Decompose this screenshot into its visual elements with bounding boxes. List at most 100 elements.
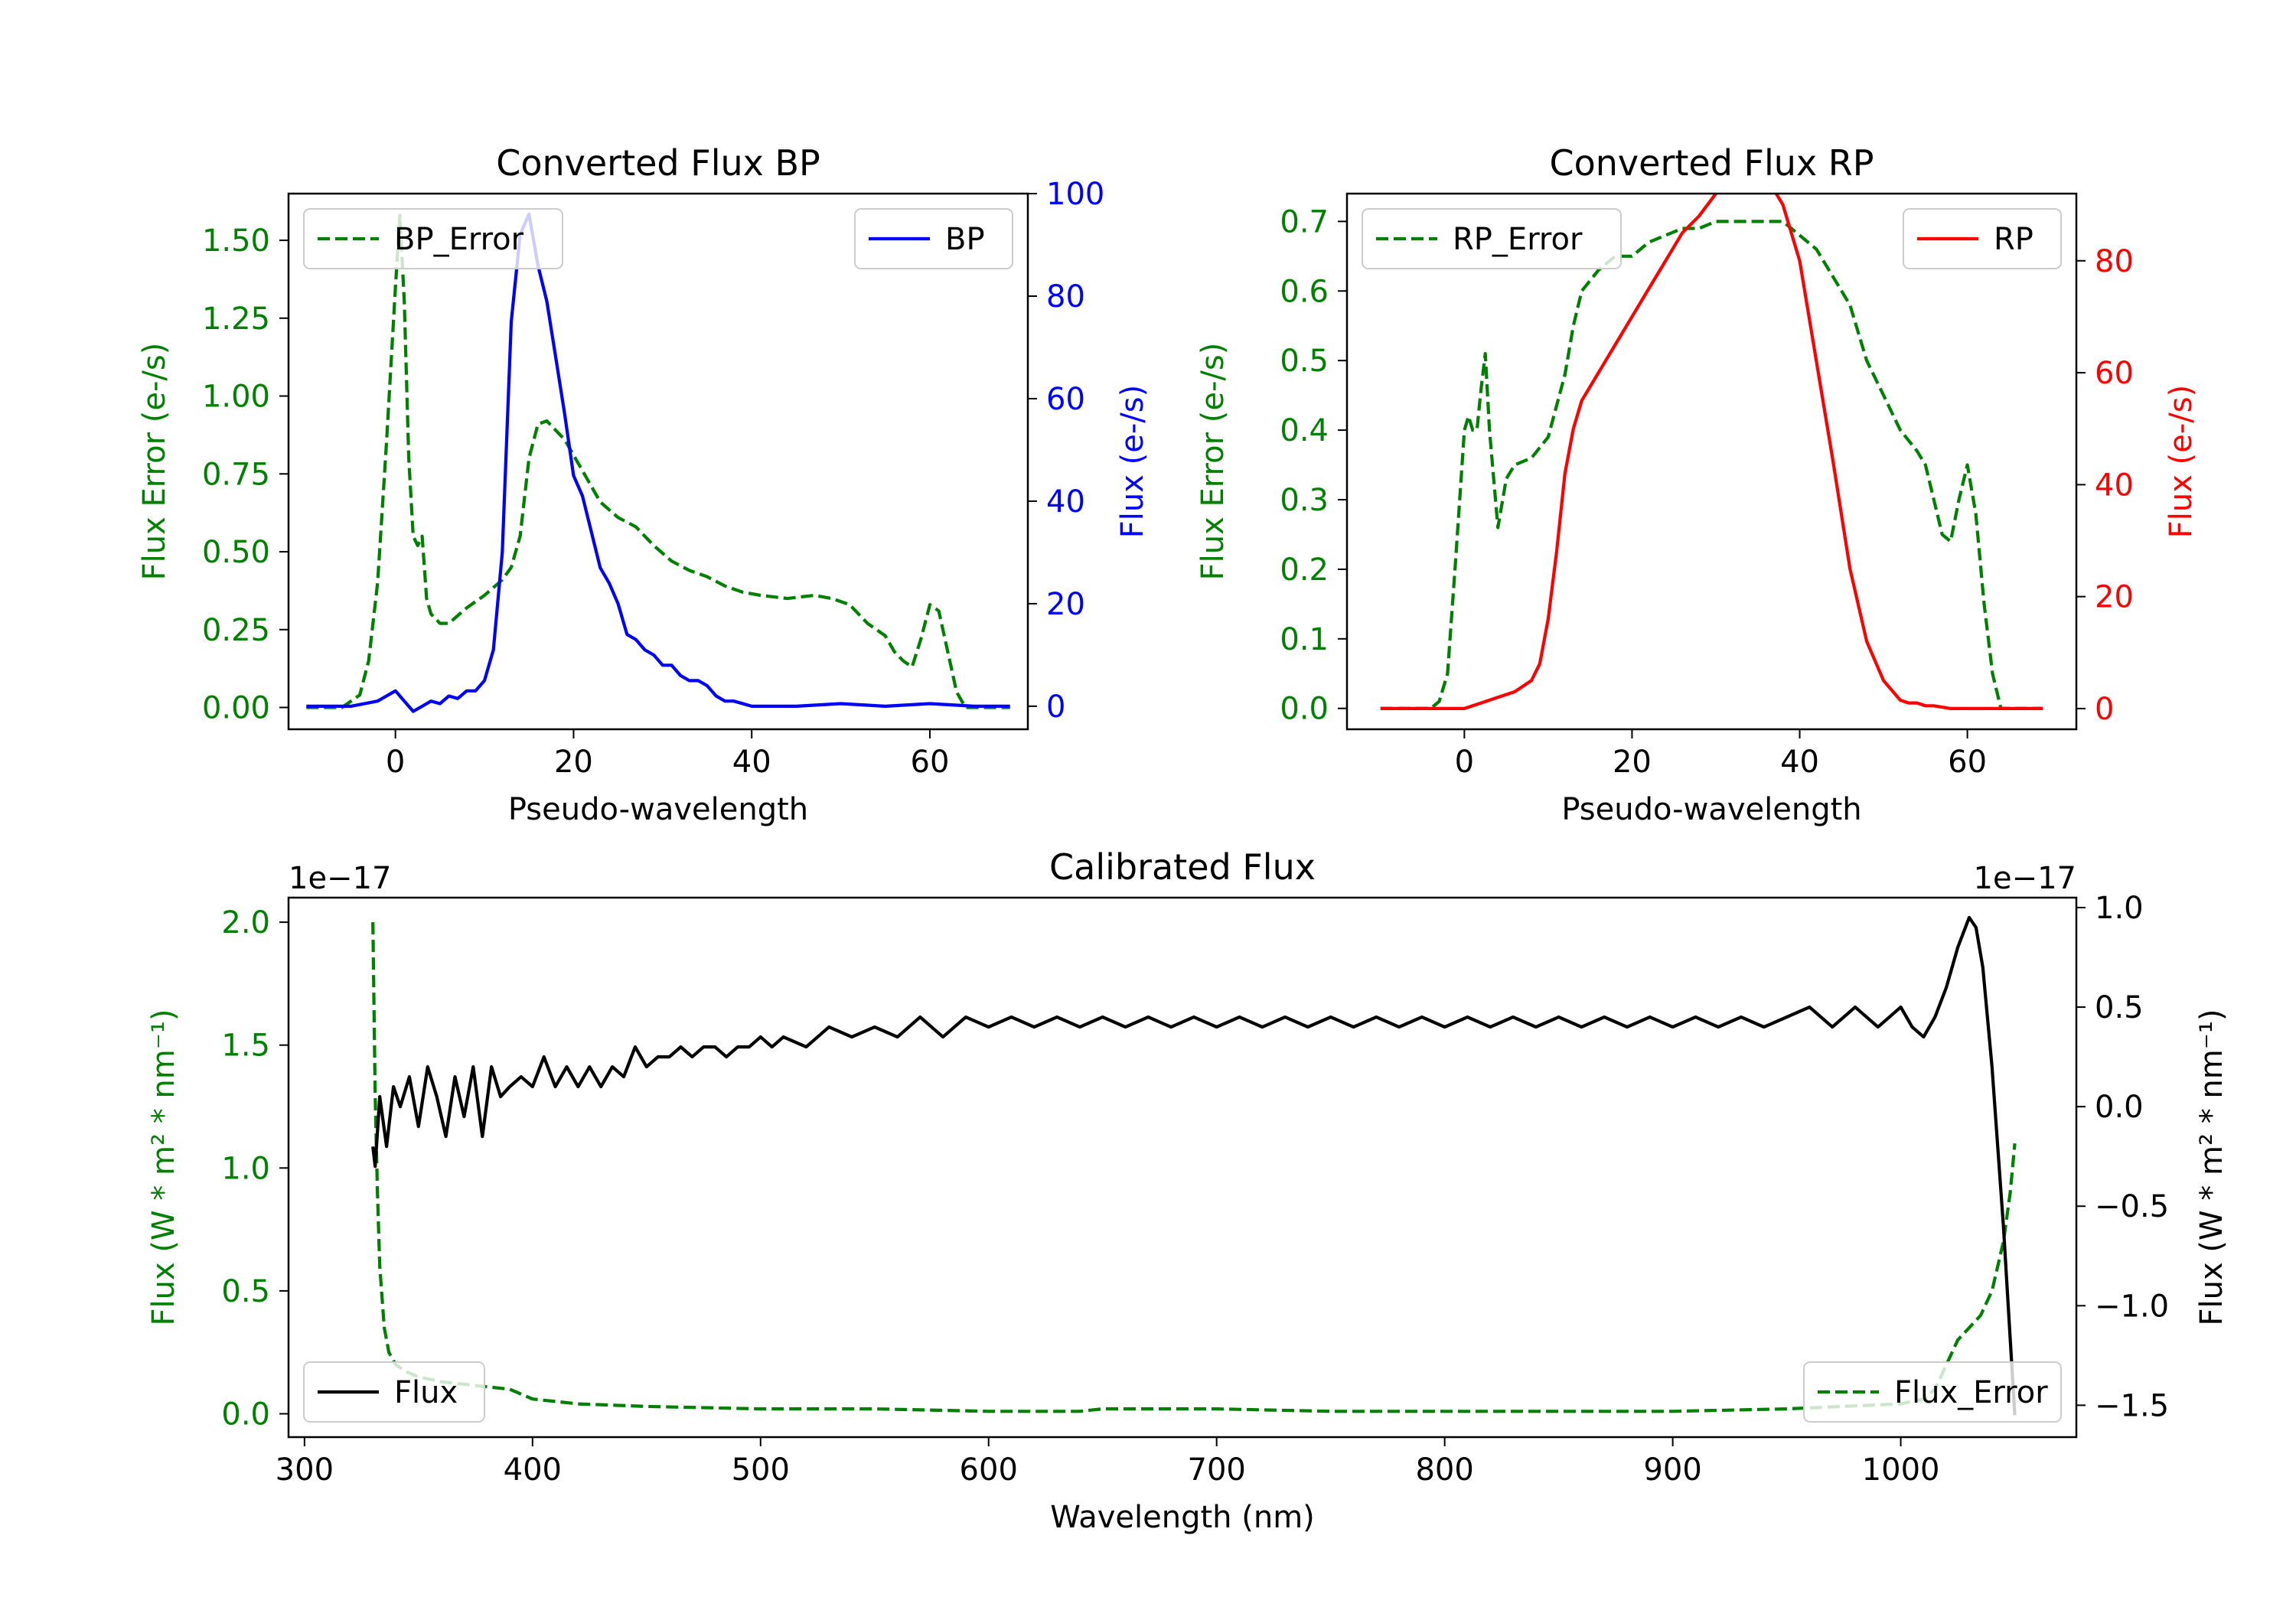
y-left-tick-label: 0.75 — [202, 457, 270, 492]
y-right-tick-label: 0 — [1046, 689, 1065, 725]
x-tick-label: 500 — [732, 1452, 790, 1488]
chart-0: 0 20 40 60 0.00 0.25 0.50 0.75 1.00 1.25 1.50 0 20 40… — [137, 142, 1150, 827]
y-left-tick-label: 0.00 — [202, 691, 270, 726]
y-axis-label-left: Flux (W * m² * nm⁻¹) — [146, 1009, 181, 1326]
series-group — [306, 212, 1010, 713]
x-tick-label: 400 — [504, 1452, 562, 1488]
chart-title: Converted Flux RP — [1550, 142, 1874, 184]
y-left-tick-label: 1.50 — [202, 223, 270, 259]
y-left-tick-label: 0.3 — [1280, 483, 1329, 518]
x-tick-label: 700 — [1188, 1452, 1246, 1488]
x-tick-label: 20 — [554, 745, 593, 780]
y-axis-label-left: Flux Error (e-/s) — [1195, 343, 1231, 581]
x-tick-label: 800 — [1415, 1452, 1473, 1488]
y-left-tick-label: 0.50 — [202, 535, 270, 570]
series-rp-line — [1380, 194, 2043, 711]
plot-frame — [1345, 192, 2078, 731]
y-axis-label-left: Flux Error (e-/s) — [137, 343, 172, 581]
legend-left: RP_Error — [1362, 208, 1622, 269]
y-left-tick-label: 0.7 — [1280, 204, 1329, 240]
y-right-tick-label: 60 — [1046, 382, 1085, 417]
legend-label: BP_Error — [394, 222, 524, 257]
x-tick-label: 300 — [276, 1452, 334, 1488]
legend-left: BP_Error — [303, 208, 563, 269]
legend-box — [1362, 208, 1622, 269]
legend-label: Flux_Error — [1894, 1375, 2048, 1410]
y-axis-label-right: Flux (e-/s) — [1115, 385, 1150, 538]
y-right-tick-label: 20 — [2095, 580, 2134, 615]
y-left-tick-label: 0.1 — [1280, 622, 1329, 657]
x-tick-label: 60 — [1948, 745, 1987, 780]
y-left-tick-label: 2.0 — [221, 905, 270, 940]
legend-left: Flux — [303, 1361, 485, 1423]
legend-label: Flux — [394, 1375, 458, 1410]
y-right-tick-label: 80 — [1046, 279, 1085, 315]
y-right-tick-label: −0.5 — [2095, 1189, 2169, 1224]
y-right-tick-label: 20 — [1046, 587, 1085, 622]
x-tick-label: 0 — [386, 745, 405, 780]
y-right-tick-label: 40 — [2095, 468, 2134, 503]
x-tick-label: 40 — [1780, 745, 1819, 780]
y-right-tick-label: 60 — [2095, 356, 2134, 391]
legend-right: RP — [1903, 208, 2062, 269]
y-left-tick-label: 1.00 — [202, 380, 270, 415]
chart-2: 300 400 500 600 700 800 900 1000 0.0 0.5 1.0 1.5 2.0… — [146, 846, 2229, 1535]
x-axis-label: Pseudo-wavelength — [508, 792, 808, 827]
x-tick-label: 0 — [1455, 745, 1474, 780]
chart-1: 0 20 40 60 0.0 0.1 0.2 0.3 0.4 0.5 0.6 0.7 0 20 40 60 80… — [1195, 142, 2199, 827]
y-right-tick-label: 40 — [1046, 484, 1085, 520]
x-axis-label: Wavelength (nm) — [1050, 1500, 1315, 1535]
series-bp-error-line — [306, 214, 1010, 709]
x-tick-label: 1000 — [1862, 1452, 1940, 1488]
plot-frame — [287, 896, 2078, 1439]
x-tick-label: 40 — [732, 745, 771, 780]
legend-box — [303, 208, 563, 269]
series-flux-error-line — [371, 922, 2017, 1413]
y-left-tick-label: 0.5 — [1280, 344, 1329, 379]
legend-label: RP — [1994, 222, 2033, 257]
x-tick-label: 600 — [960, 1452, 1018, 1488]
y-right-tick-label: 80 — [2095, 244, 2134, 279]
legend-label: BP — [945, 222, 985, 257]
y-axis-label-right: Flux (e-/s) — [2164, 385, 2199, 538]
legend-box — [303, 1361, 485, 1423]
series-group — [1380, 194, 2043, 711]
legend-box — [854, 208, 1013, 269]
legend-label: RP_Error — [1453, 222, 1583, 257]
chart-title: Calibrated Flux — [1049, 846, 1316, 888]
y-right-tick-label: 100 — [1046, 177, 1104, 212]
series-flux-line — [371, 915, 2017, 1416]
y-right-tick-label: 0 — [2095, 692, 2114, 727]
x-tick-label: 60 — [911, 745, 950, 780]
offset-label-left: 1e−17 — [289, 861, 391, 896]
y-left-tick-label: 0.2 — [1280, 553, 1329, 588]
x-tick-label: 900 — [1643, 1452, 1701, 1488]
series-rp-error-line — [1380, 220, 2043, 710]
chart-title: Converted Flux BP — [496, 142, 820, 184]
y-left-tick-label: 1.0 — [221, 1151, 270, 1186]
y-left-tick-label: 0.4 — [1280, 413, 1329, 448]
y-axis-label-right: Flux (W * m² * nm⁻¹) — [2194, 1009, 2229, 1326]
x-axis-label: Pseudo-wavelength — [1561, 792, 1861, 827]
y-right-tick-label: 0.5 — [2095, 990, 2144, 1025]
legend-right: Flux_Error — [1803, 1361, 2062, 1423]
legend-right: BP — [854, 208, 1013, 269]
y-left-tick-label: 0.5 — [221, 1274, 270, 1309]
y-left-tick-label: 0.0 — [1280, 692, 1329, 727]
y-left-tick-label: 0.25 — [202, 613, 270, 648]
legend-box — [1903, 208, 2062, 269]
offset-label-right: 1e−17 — [1974, 861, 2076, 896]
y-left-tick-label: 1.5 — [221, 1028, 270, 1064]
y-right-tick-label: −1.0 — [2095, 1289, 2169, 1324]
y-right-tick-label: 1.0 — [2095, 891, 2144, 926]
series-bp-line — [306, 212, 1010, 713]
y-right-tick-label: −1.5 — [2095, 1388, 2169, 1423]
y-left-tick-label: 0.6 — [1280, 274, 1329, 309]
y-right-tick-label: 0.0 — [2095, 1090, 2144, 1125]
x-tick-label: 20 — [1613, 745, 1652, 780]
plot-frame — [287, 192, 1029, 731]
series-group — [371, 915, 2017, 1416]
legend-box — [1803, 1361, 2062, 1423]
y-left-tick-label: 0.0 — [221, 1397, 270, 1432]
